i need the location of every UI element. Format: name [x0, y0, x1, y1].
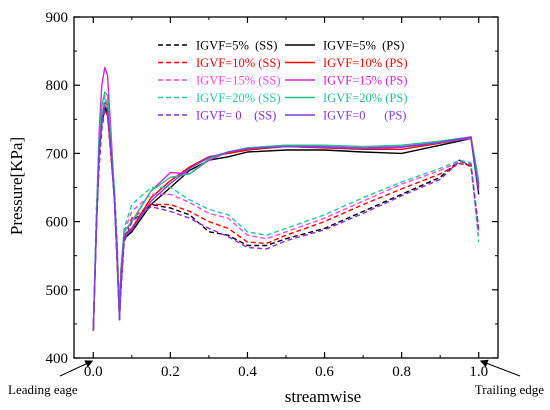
y-axis-label: Pressure[KPa] [7, 137, 26, 235]
legend-label-4: IGVF=15% (SS) [196, 74, 281, 88]
legend-label-2: IGVF=10% (SS) [196, 56, 281, 70]
legend-label-0: IGVF=5% (SS) [196, 39, 277, 53]
leading-edge-arrow [59, 360, 94, 377]
legend-label-7: IGVF=20% (PS) [323, 91, 408, 105]
legend: IGVF=5% (SS) IGVF=5% (PS) IGVF=10% (SS) IGV… [158, 39, 408, 123]
series-line-3 [92, 101, 480, 331]
annotation-layer: Leading eage Trailing edge [8, 359, 544, 397]
y-tick-label: 500 [46, 283, 69, 299]
y-tick-label: 600 [46, 215, 69, 231]
legend-label-5: IGVF=15% (PS) [323, 74, 408, 88]
trailing-edge-label: Trailing edge [475, 382, 544, 397]
y-tick-label: 700 [46, 146, 69, 162]
series-line-5 [92, 66, 480, 331]
x-tick-label: 0.4 [238, 364, 257, 380]
legend-label-6: IGVF=20% (SS) [196, 91, 281, 105]
leading-edge-label: Leading eage [8, 382, 78, 397]
series-line-7 [92, 91, 480, 331]
y-tick-label: 900 [46, 10, 69, 26]
legend-label-9: IGVF=0 (PS) [323, 109, 406, 123]
x-tick-label: 0.2 [161, 364, 180, 380]
x-tick-label: 1.0 [469, 364, 488, 380]
series-line-4 [92, 94, 480, 331]
series-line-0 [92, 106, 480, 331]
series-line-2 [92, 108, 480, 331]
y-tick-label: 800 [46, 78, 69, 94]
axes-layer: 0.0 0.2 0.4 0.6 0.8 1.0 400 500 600 700 800 900 [46, 10, 499, 380]
trailing-edge-arrow [479, 359, 521, 377]
x-axis-label: streamwise [285, 387, 361, 406]
x-tick-label: 0.8 [392, 364, 411, 380]
x-tick-label: 0.0 [84, 364, 103, 380]
series-layer [92, 66, 480, 331]
legend-label-3: IGVF=10% (PS) [323, 56, 408, 70]
plot-frame [73, 16, 499, 359]
x-tick-label: 0.6 [315, 364, 334, 380]
series-line-1 [92, 108, 480, 331]
legend-label-8: IGVF= 0 (SS) [196, 109, 276, 123]
y-tick-label: 400 [46, 351, 69, 367]
series-line-6 [92, 98, 480, 331]
legend-label-1: IGVF=5% (PS) [323, 39, 404, 53]
series-line-9 [92, 105, 480, 331]
